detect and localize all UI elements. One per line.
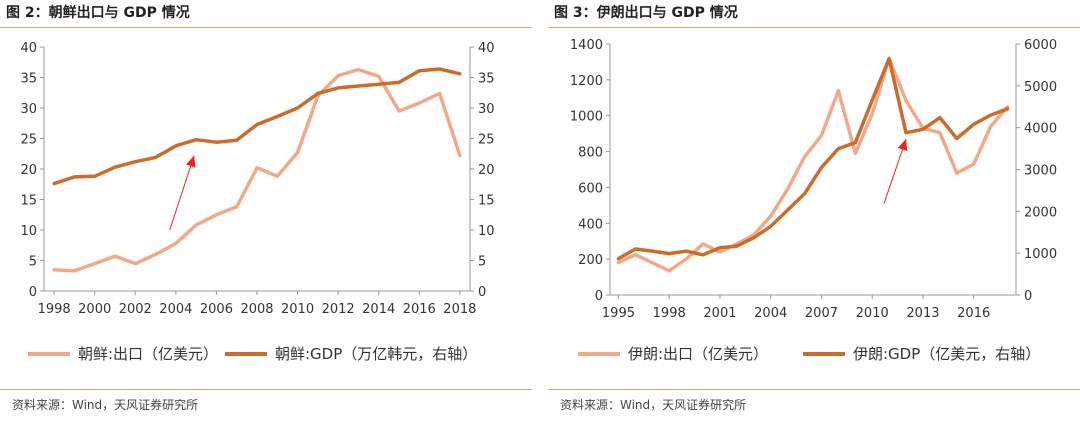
x-tick-label: 2004 [159,302,192,317]
legend-item-export: 伊朗:出口（亿美元） [578,343,768,364]
gdp-series-line [52,67,462,186]
x-tick-label: 2000 [78,302,111,317]
right-tick-label: 5000 [1024,80,1057,95]
annotation-arrow-line [883,138,907,204]
source-divider [548,389,1080,390]
x-tick-label: 2013 [906,306,939,321]
title-divider [548,27,1080,28]
x-tick-label: 2008 [240,302,273,317]
chart-panel-north-korea: 图 2：朝鲜出口与 GDP 情况 0 5 10 15 20 25 30 35 40 0 5 10 15 2… [0,0,532,421]
chart-legend: 朝鲜:出口（亿美元） 朝鲜:GDP（万亿韩元，右轴） [0,343,532,373]
left-tick-label: 800 [578,146,603,161]
chart-title: 图 3：伊朗出口与 GDP 情况 [554,5,738,21]
x-tick-label: 2014 [362,302,395,317]
x-tick-label: 2010 [281,302,314,317]
right-tick-label: 30 [478,102,495,117]
left-tick-label: 40 [20,41,37,56]
legend-swatch-export [578,351,620,356]
legend-label-export: 伊朗:出口（亿美元） [628,345,769,363]
x-tick-label: 2018 [443,302,476,317]
left-tick-label: 35 [20,72,37,87]
line-chart: 0 200 400 600 800 1000 1200 1400 0 1000 2000 3000 40… [570,38,1057,321]
right-tick-label: 4000 [1024,122,1057,137]
right-tick-label: 0 [1024,289,1032,304]
legend-label-export: 朝鲜:出口（亿美元） [78,345,219,363]
chart-title: 图 2：朝鲜出口与 GDP 情况 [6,5,190,21]
x-tick-label: 2007 [805,306,838,321]
left-tick-label: 15 [20,194,37,209]
legend-label-gdp: 朝鲜:GDP（万亿韩元，右轴） [275,345,478,363]
line-chart: 0 5 10 15 20 25 30 35 40 0 5 10 15 20 25 30 35 40 1998 2000… [20,41,495,317]
legend-swatch-gdp [803,351,845,356]
left-tick-label: 400 [578,217,603,232]
source-note: 资料来源：Wind，天风证券研究所 [560,398,747,412]
x-tick-label: 2010 [856,306,889,321]
left-tick-label: 1200 [570,74,603,89]
x-tick-label: 2002 [119,302,152,317]
source-note: 资料来源：Wind，天风证券研究所 [12,398,199,412]
legend-item-gdp: 伊朗:GDP（亿美元，右轴） [803,343,1040,364]
x-tick-label: 1998 [38,302,71,317]
left-tick-label: 30 [20,102,37,117]
x-tick-label: 1995 [602,306,635,321]
chart-legend: 伊朗:出口（亿美元） 伊朗:GDP（亿美元，右轴） [548,343,1080,373]
left-tick-label: 25 [20,133,37,148]
right-tick-label: 2000 [1024,205,1057,220]
right-tick-label: 20 [478,163,495,178]
left-tick-label: 0 [29,285,37,300]
left-tick-label: 1400 [570,38,603,53]
title-divider [0,27,532,28]
right-tick-label: 10 [478,224,495,239]
annotation-arrow-line [169,155,195,231]
chart-panel-iran: 图 3：伊朗出口与 GDP 情况 0 200 400 600 800 1000 1200 14… [548,0,1080,421]
x-tick-label: 2016 [403,302,436,317]
left-tick-label: 200 [578,253,603,268]
legend-item-gdp: 朝鲜:GDP（万亿韩元，右轴） [225,343,477,364]
legend-swatch-gdp [225,351,267,356]
export-series-line [52,67,462,273]
x-tick-label: 2012 [322,302,355,317]
legend-label-gdp: 伊朗:GDP（亿美元，右轴） [853,345,1041,363]
annotation-arrow-head [185,155,196,168]
right-tick-label: 3000 [1024,164,1057,179]
x-tick-label: 2004 [754,306,787,321]
x-tick-label: 2016 [957,306,990,321]
left-tick-label: 20 [20,163,37,178]
left-tick-label: 600 [578,181,603,196]
export-series-line [616,56,1010,273]
right-tick-label: 6000 [1024,38,1057,53]
right-tick-label: 0 [478,285,486,300]
left-tick-label: 1000 [570,110,603,125]
right-tick-label: 40 [478,41,495,56]
source-divider [0,389,532,390]
annotation-arrow-head [897,139,908,152]
gdp-series-line [616,56,1010,261]
legend-swatch-export [28,351,70,356]
x-tick-label: 2001 [703,306,736,321]
right-tick-label: 5 [478,255,486,270]
x-tick-label: 2006 [200,302,233,317]
right-tick-label: 25 [478,133,495,148]
left-tick-label: 0 [595,289,603,304]
right-tick-label: 1000 [1024,247,1057,262]
left-tick-label: 5 [29,255,37,270]
left-tick-label: 10 [20,224,37,239]
legend-item-export: 朝鲜:出口（亿美元） [28,343,218,364]
right-tick-label: 35 [478,72,495,87]
x-tick-label: 1998 [653,306,686,321]
right-tick-label: 15 [478,194,495,209]
